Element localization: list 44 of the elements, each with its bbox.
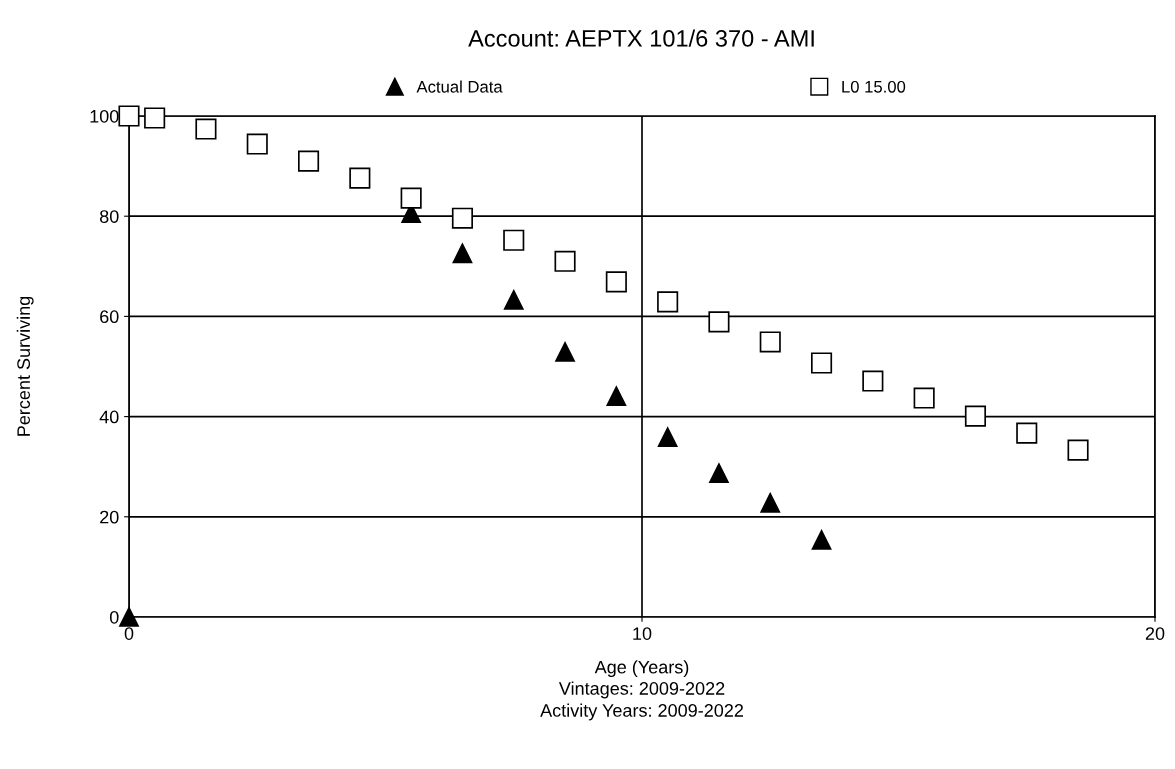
legend-label: L0 15.00 [842,80,906,93]
point [964,405,987,427]
y-tick-label: 40 [99,410,119,424]
y-tick-label: 80 [99,210,119,223]
y-tick-label: 20 [100,510,119,524]
point [400,187,422,209]
y-axis-title: Percent Surviving [16,296,34,436]
point [349,167,371,189]
point [297,150,320,172]
point [1016,422,1038,444]
point [451,207,474,229]
point [811,529,832,550]
point [503,229,525,251]
x-tick-label: 0 [124,627,134,640]
point [119,607,139,627]
point [913,387,935,409]
x-axis-title: Age (Years) [594,660,689,678]
point [554,250,576,272]
text: Vintages: 2009-2022 [558,681,725,699]
point [708,311,730,333]
point [810,352,833,374]
point [118,105,140,127]
point [246,133,268,155]
point [605,271,627,293]
legend-label: Actual Data [416,80,503,93]
x-tick-label: 20 [1145,627,1165,640]
point [709,463,729,484]
point [760,492,781,513]
point [503,290,524,310]
x-tick-label: 10 [633,627,652,640]
text: Activity Years: 2009-2022 [540,703,743,721]
point [144,107,166,129]
point [862,370,884,392]
y-tick-label: 0 [109,610,119,624]
point [452,243,473,264]
point [555,342,575,362]
point [657,427,678,448]
point [195,118,217,140]
point [606,386,627,406]
point [1067,439,1089,461]
chart-title: Account: AEPTX 101/6 370 - AMI [468,29,814,47]
point [759,331,781,353]
point [657,291,679,313]
y-tick-label: 60 [100,310,119,324]
